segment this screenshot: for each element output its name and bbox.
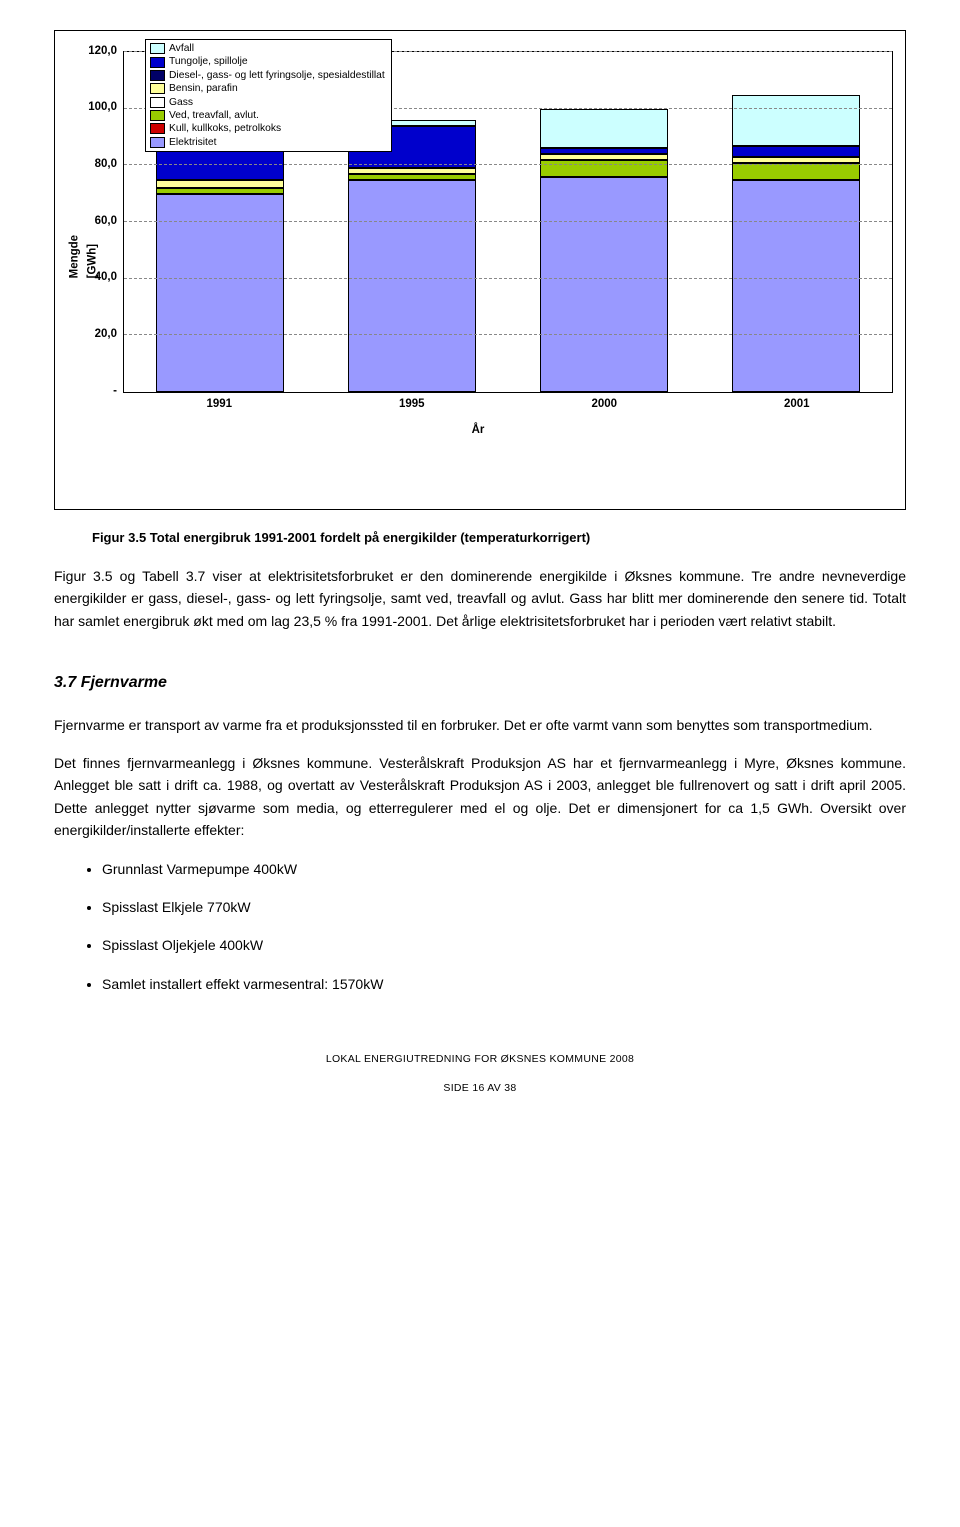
legend-swatch — [150, 43, 165, 54]
legend-swatch — [150, 70, 165, 81]
x-tick-label: 1991 — [155, 395, 283, 413]
legend-row: Diesel-, gass- og lett fyringsolje, spes… — [150, 69, 385, 82]
legend-swatch — [150, 123, 165, 134]
legend-swatch — [150, 83, 165, 94]
legend-swatch — [150, 97, 165, 108]
chart-frame: AvfallTungolje, spilloljeDiesel-, gass- … — [54, 30, 906, 510]
legend-row: Kull, kullkoks, petrolkoks — [150, 122, 385, 135]
bar-segment — [348, 180, 476, 393]
bar-segment — [540, 109, 668, 149]
legend-label: Elektrisitet — [169, 136, 217, 149]
bullet-list-effekter: Grunnlast Varmepumpe 400kW Spisslast Elkj… — [54, 858, 906, 996]
list-item: Spisslast Elkjele 770kW — [102, 896, 906, 918]
y-tick-label: 60,0 — [95, 212, 117, 230]
bar-column — [156, 151, 284, 392]
paragraph-intro: Figur 3.5 og Tabell 3.7 viser at elektri… — [54, 565, 906, 632]
y-tick-label: 20,0 — [95, 325, 117, 343]
list-item: Grunnlast Varmepumpe 400kW — [102, 858, 906, 880]
y-axis: Mengde [GWh] -20,040,060,080,0100,0120,0 — [63, 51, 123, 391]
x-tick-label: 1995 — [348, 395, 476, 413]
x-axis-title: År — [472, 421, 485, 439]
list-item: Samlet installert effekt varmesentral: 1… — [102, 973, 906, 995]
bar-segment — [156, 180, 284, 189]
legend-row: Elektrisitet — [150, 136, 385, 149]
x-tick-label: 2001 — [733, 395, 861, 413]
legend-label: Gass — [169, 96, 193, 109]
bar-segment — [156, 194, 284, 392]
legend-row: Ved, treavfall, avlut. — [150, 109, 385, 122]
legend-swatch — [150, 57, 165, 68]
legend-label: Tungolje, spillolje — [169, 55, 248, 68]
footer-page-number: SIDE 16 AV 38 — [54, 1080, 906, 1097]
legend-label: Bensin, parafin — [169, 82, 238, 95]
paragraph-fjernvarme-2: Det finnes fjernvarmeanlegg i Øksnes kom… — [54, 752, 906, 842]
legend-row: Tungolje, spillolje — [150, 55, 385, 68]
bar-segment — [156, 151, 284, 179]
bar-segment — [540, 160, 668, 177]
bar-segment — [732, 95, 860, 146]
grid-line — [124, 164, 892, 165]
bar-segment — [732, 180, 860, 393]
legend-row: Avfall — [150, 42, 385, 55]
paragraph-fjernvarme-1: Fjernvarme er transport av varme fra et … — [54, 714, 906, 736]
y-tick-label: 80,0 — [95, 155, 117, 173]
legend-row: Bensin, parafin — [150, 82, 385, 95]
grid-line — [124, 221, 892, 222]
bar-column — [348, 120, 476, 392]
bar-column — [540, 109, 668, 392]
bar-column — [732, 95, 860, 392]
legend-row: Gass — [150, 96, 385, 109]
legend-label: Avfall — [169, 42, 194, 55]
x-tick-label: 2000 — [540, 395, 668, 413]
x-axis-labels: 1991 1995 2000 2001 — [123, 395, 893, 413]
legend-swatch — [150, 137, 165, 148]
legend-label: Diesel-, gass- og lett fyringsolje, spes… — [169, 69, 385, 82]
bar-segment — [732, 146, 860, 157]
y-tick-label: 120,0 — [88, 42, 117, 60]
y-tick-label: 40,0 — [95, 268, 117, 286]
section-heading-fjernvarme: 3.7 Fjernvarme — [54, 670, 906, 696]
bar-segment — [540, 177, 668, 392]
chart-legend: AvfallTungolje, spilloljeDiesel-, gass- … — [145, 39, 392, 152]
list-item: Spisslast Oljekjele 400kW — [102, 934, 906, 956]
legend-label: Kull, kullkoks, petrolkoks — [169, 122, 281, 135]
grid-line — [124, 278, 892, 279]
legend-label: Ved, treavfall, avlut. — [169, 109, 259, 122]
legend-swatch — [150, 110, 165, 121]
footer-doc-title: LOKAL ENERGIUTREDNING FOR ØKSNES KOMMUNE… — [54, 1051, 906, 1068]
y-tick-label: - — [113, 382, 117, 400]
figure-caption: Figur 3.5 Total energibruk 1991-2001 for… — [92, 528, 906, 549]
chart-inner: AvfallTungolje, spilloljeDiesel-, gass- … — [63, 41, 893, 501]
grid-line — [124, 334, 892, 335]
page-footer: LOKAL ENERGIUTREDNING FOR ØKSNES KOMMUNE… — [54, 1051, 906, 1097]
y-tick-label: 100,0 — [88, 98, 117, 116]
